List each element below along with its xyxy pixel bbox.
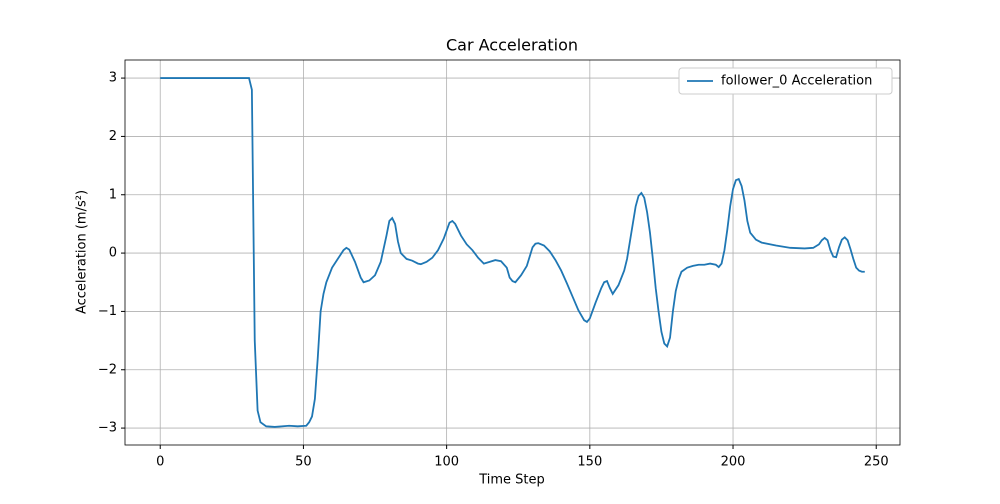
y-tick-label: 2 bbox=[109, 129, 117, 144]
x-axis-label: Time Step bbox=[478, 473, 545, 488]
y-tick-label: 1 bbox=[109, 187, 117, 202]
y-tick-label: −3 bbox=[98, 421, 117, 436]
y-axis-label: Acceleration (m/s²) bbox=[75, 190, 90, 314]
x-tick-label: 200 bbox=[721, 455, 746, 470]
y-tick-label: −2 bbox=[98, 362, 117, 377]
legend-box bbox=[678, 67, 893, 95]
plot-frame bbox=[124, 59, 901, 446]
x-tick-label: 50 bbox=[295, 455, 312, 470]
x-tick-label: 0 bbox=[156, 455, 164, 470]
chart-title: Car Acceleration bbox=[446, 36, 578, 55]
y-tick-label: 3 bbox=[109, 71, 117, 86]
data-line bbox=[160, 77, 865, 428]
legend-label: follower_0 Acceleration bbox=[721, 74, 872, 89]
x-tick-label: 150 bbox=[577, 455, 602, 470]
y-tick-label: −1 bbox=[98, 304, 117, 319]
x-tick-label: 250 bbox=[864, 455, 889, 470]
x-tick-label: 100 bbox=[434, 455, 459, 470]
y-tick-label: 0 bbox=[109, 246, 117, 261]
